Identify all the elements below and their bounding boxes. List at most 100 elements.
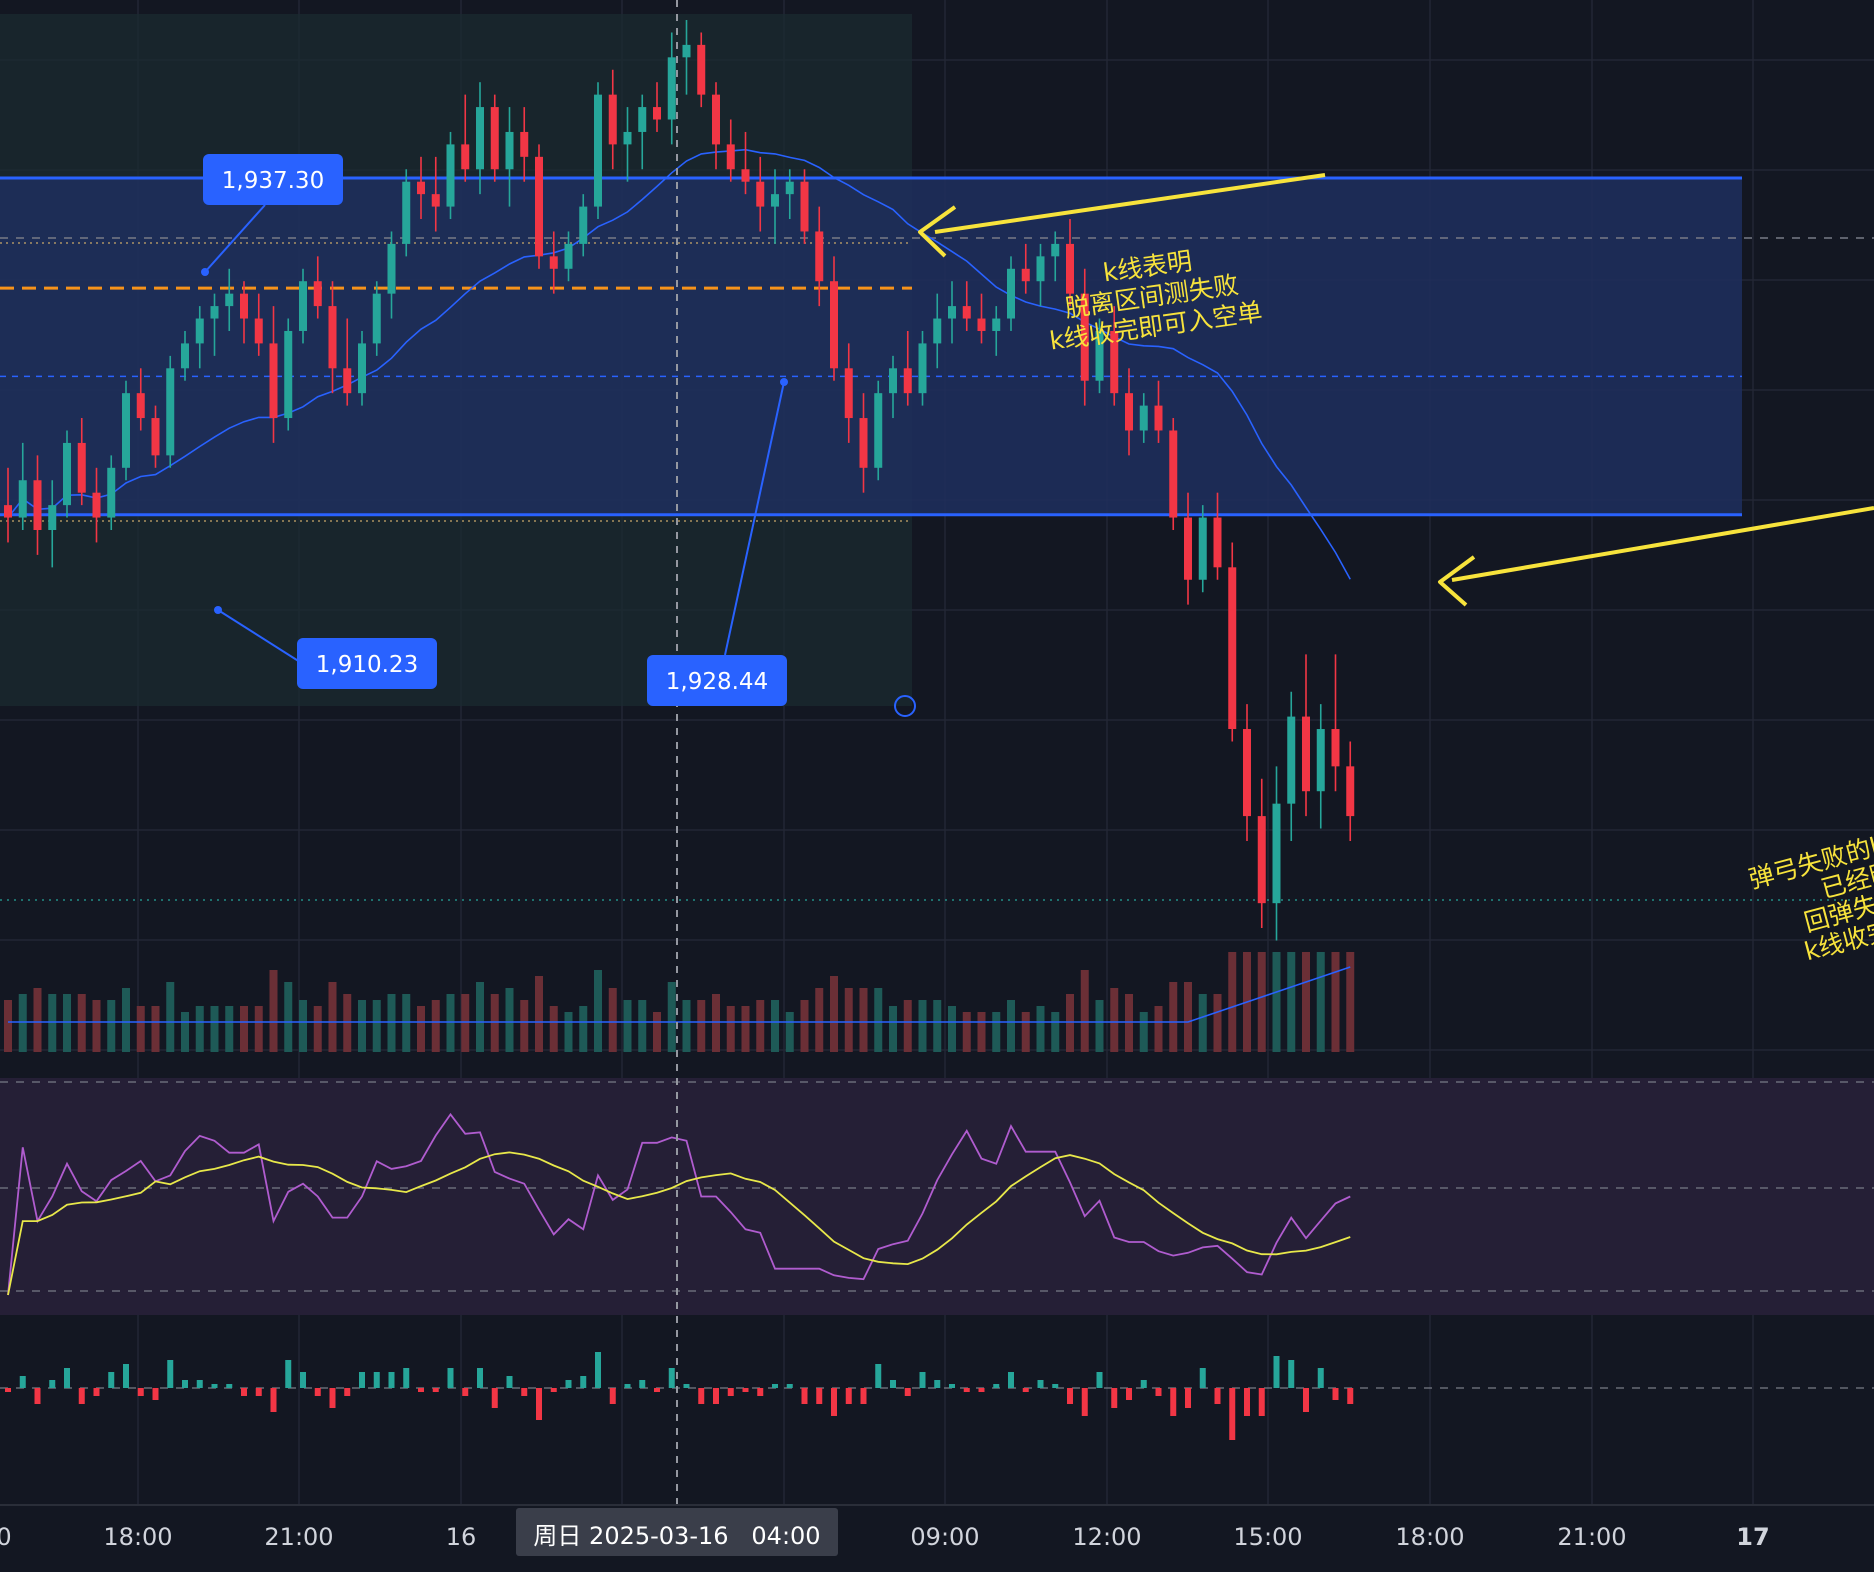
middle-price-label[interactable]: 1,928.44: [647, 378, 788, 706]
macd-bar-59: [875, 1364, 882, 1388]
candle-body-1: [18, 480, 27, 518]
volume-bar-55: [815, 988, 824, 1052]
volume-bar-90: [1331, 952, 1340, 1052]
macd-bar-90: [1332, 1388, 1339, 1400]
candle-body-32: [476, 107, 484, 170]
macd-bar-13: [196, 1380, 203, 1388]
candle-43: [638, 94, 647, 170]
candle-32: [476, 82, 484, 195]
macd-pane: [0, 1352, 1874, 1440]
time-axis[interactable]: 0 18:00 21:00 16 09:00 12:00 15:00 18:00…: [0, 1504, 1874, 1556]
volume-bar-54: [800, 1000, 809, 1052]
candle-71: [1051, 231, 1060, 282]
candle-26: [387, 231, 396, 319]
macd-bar-91: [1347, 1388, 1354, 1404]
candle-20: [299, 268, 307, 344]
macd-bar-16: [241, 1388, 247, 1396]
candle-70: [1036, 243, 1045, 307]
candle-91: [1346, 741, 1355, 841]
volume-bar-3: [48, 994, 57, 1052]
macd-bar-87: [1288, 1360, 1295, 1388]
volume-average-line: [8, 966, 1351, 1023]
candle-87: [1287, 691, 1296, 841]
macd-bar-26: [388, 1372, 395, 1388]
volume-bar-41: [608, 988, 617, 1052]
macd-bar-53: [786, 1384, 793, 1388]
time-tick-7: 18:00: [1395, 1523, 1464, 1551]
candle-body-18: [269, 343, 278, 419]
candle-body-86: [1272, 803, 1281, 904]
lower-price-label[interactable]: 1,910.23: [214, 606, 437, 689]
candle-body-16: [240, 293, 248, 319]
volume-bar-45: [667, 982, 676, 1052]
candle-58: [859, 393, 868, 493]
macd-bar-45: [668, 1368, 675, 1388]
candle-88: [1302, 654, 1310, 817]
volume-bar-22: [328, 982, 337, 1052]
candle-body-58: [859, 418, 868, 468]
candle-body-22: [328, 306, 337, 369]
macd-bar-11: [167, 1360, 174, 1388]
volume-bar-57: [844, 988, 853, 1052]
candle-33: [490, 94, 499, 182]
candle-28: [417, 156, 425, 220]
volume-bar-34: [505, 988, 514, 1052]
macd-bar-57: [845, 1388, 852, 1404]
candle-21: [313, 256, 322, 319]
volume-bar-67: [992, 1012, 1001, 1052]
macd-bar-68: [1008, 1372, 1014, 1388]
macd-bar-69: [1022, 1388, 1029, 1392]
candle-55: [815, 206, 824, 307]
candle-body-24: [358, 343, 366, 394]
candle-10: [151, 405, 160, 468]
macd-bar-51: [757, 1388, 764, 1396]
macd-bar-43: [639, 1380, 646, 1388]
volume-bar-1: [18, 994, 27, 1052]
upper-price-label[interactable]: 1,937.30: [201, 154, 343, 276]
upper-price-text: 1,937.30: [222, 168, 324, 194]
macd-bar-74: [1096, 1372, 1103, 1388]
volume-bar-21: [313, 1006, 322, 1052]
volume-bar-6: [92, 1000, 101, 1052]
candle-body-74: [1095, 330, 1104, 381]
candle-body-7: [107, 467, 116, 518]
candle-body-12: [181, 343, 189, 369]
candle-41: [608, 69, 617, 170]
macd-bar-35: [521, 1388, 528, 1396]
macd-bar-77: [1140, 1380, 1147, 1388]
macd-bar-3: [49, 1380, 56, 1388]
candle-body-46: [682, 44, 691, 58]
candle-body-42: [623, 131, 632, 145]
macd-bar-15: [226, 1384, 233, 1388]
volume-bar-11: [166, 982, 175, 1052]
macd-bar-88: [1303, 1388, 1309, 1412]
candle-body-36: [535, 156, 543, 257]
candle-77: [1139, 393, 1148, 443]
time-tick-4: 09:00: [910, 1523, 979, 1551]
candle-5: [77, 418, 86, 506]
candle-body-55: [815, 231, 824, 282]
candle-body-59: [874, 393, 883, 468]
candle-76: [1125, 368, 1133, 456]
macd-bar-40: [595, 1352, 601, 1388]
macd-bar-0: [5, 1388, 11, 1392]
volume-bar-13: [195, 1006, 204, 1052]
macd-bar-29: [432, 1388, 439, 1392]
candle-16: [240, 281, 248, 344]
time-tick-1: 18:00: [103, 1523, 172, 1551]
volume-bar-52: [771, 1000, 779, 1052]
volume-bar-28: [417, 1006, 425, 1052]
volume-bar-75: [1110, 988, 1119, 1052]
candle-body-71: [1051, 243, 1060, 257]
volume-bar-0: [4, 1000, 12, 1052]
volume-bar-81: [1198, 994, 1207, 1052]
candle-body-35: [520, 131, 529, 157]
candle-body-47: [697, 44, 706, 95]
macd-bar-8: [123, 1364, 129, 1388]
drawing-handle[interactable]: [894, 695, 916, 717]
volume-bar-27: [402, 994, 411, 1052]
volume-bar-88: [1302, 952, 1310, 1052]
macd-bar-1: [19, 1376, 26, 1388]
